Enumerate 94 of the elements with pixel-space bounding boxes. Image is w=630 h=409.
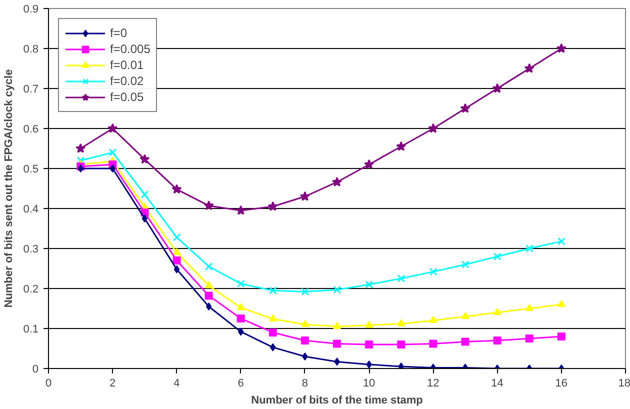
legend-label: f=0.05 [110,89,144,105]
point [236,314,245,322]
y-tick-label: 0 [32,364,39,376]
point [174,265,180,274]
point [172,248,181,256]
point [236,280,245,288]
x-tick-label: 10 [362,378,376,390]
y-tick-label: 0.5 [23,164,39,176]
point [108,148,117,156]
y-tick-label: 0.4 [23,204,39,216]
x-tick-label: 0 [45,378,52,390]
point [238,328,244,336]
y-tick-label: 0.2 [23,284,39,296]
point [461,312,470,320]
point [364,159,374,169]
x-tick-label: 16 [555,378,568,390]
point [110,164,116,172]
point [556,43,566,53]
point [396,141,406,151]
x-tick-label: 2 [110,378,116,390]
point [172,233,181,242]
y-tick-label: 0.1 [23,324,39,336]
point [428,123,438,133]
point [140,154,150,164]
point [365,340,374,348]
point [108,123,118,133]
point [142,214,148,222]
point [365,320,374,328]
point [236,205,246,215]
point [333,322,341,330]
point [525,304,534,312]
point [204,292,213,300]
point [300,191,310,201]
point [397,340,406,348]
point [333,286,341,294]
point [492,83,502,93]
point [204,200,214,210]
y-tick-label: 0.3 [23,244,39,256]
x-tick-label: 8 [302,378,308,390]
point [334,358,340,366]
point [525,334,534,342]
point [332,176,342,186]
point [76,143,86,153]
legend-label: f=0.02 [110,73,144,89]
x-tick-label: 6 [238,378,244,390]
point [301,288,309,296]
point [461,260,470,268]
legend-label: f=0.005 [110,41,150,57]
point [493,336,502,344]
point [300,336,309,344]
y-tick-label: 0.8 [23,44,39,56]
point [557,237,566,246]
point [302,352,308,360]
point [333,340,341,348]
y-axis-title: Number of bits sent out the FPGA/clock cycle [3,69,16,308]
x-axis-title: Number of bits of the time stamp [251,394,424,406]
point [398,362,404,368]
point [525,244,534,252]
point [493,252,502,260]
point [524,63,534,73]
point [268,314,277,322]
point [270,343,276,352]
legend-label: f=0.01 [110,57,144,73]
point [206,302,212,310]
point [429,316,438,324]
x-tick-label: 14 [491,378,504,390]
point [365,280,373,288]
point [268,286,277,294]
x-tick-label: 18 [618,378,630,390]
point [268,201,278,211]
point [366,360,372,368]
x-tick-label: 4 [174,378,180,390]
point [397,274,406,282]
point [204,281,213,288]
point [429,268,438,276]
legend-label: f=0 [110,25,128,41]
point [557,300,566,308]
point [461,338,470,346]
point [268,328,277,336]
x-tick-label: 12 [427,378,440,390]
point [300,320,309,328]
point [397,319,406,326]
y-tick-label: 0.9 [23,4,39,16]
point [204,262,213,270]
point [236,303,245,310]
point [172,256,181,264]
y-tick-label: 0.6 [23,124,39,136]
point [493,308,502,316]
point [557,332,566,340]
point [460,103,470,113]
point [172,184,182,194]
point [429,340,438,348]
point [140,190,149,198]
y-tick-label: 0.7 [23,84,39,96]
